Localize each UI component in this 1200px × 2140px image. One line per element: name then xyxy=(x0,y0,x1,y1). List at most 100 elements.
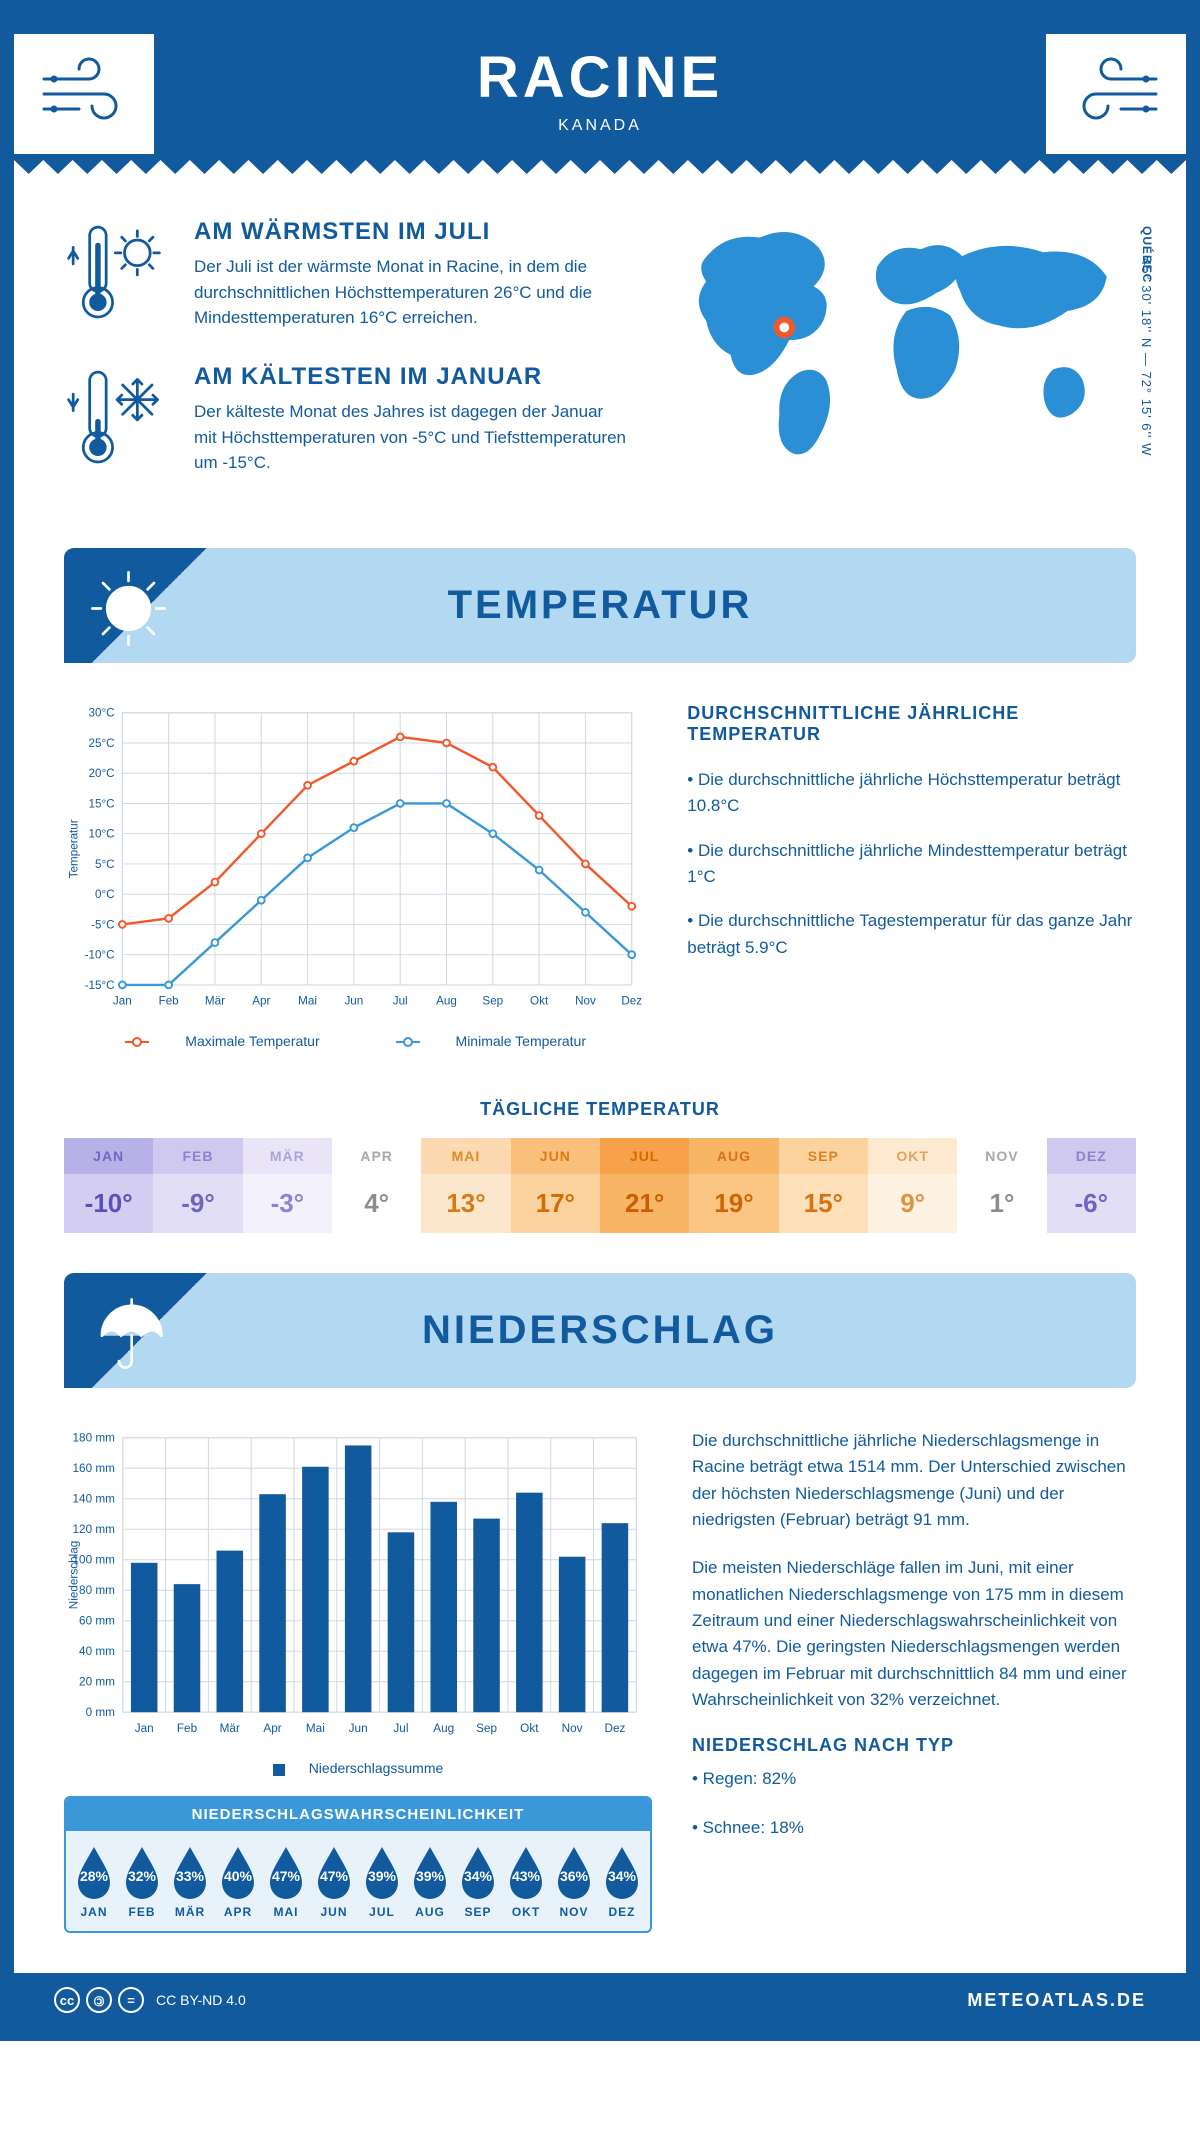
prob-month-label: NOV xyxy=(550,1905,598,1919)
svg-text:Mär: Mär xyxy=(205,994,225,1007)
svg-text:Nov: Nov xyxy=(575,994,596,1007)
temp-bullet-0: • Die durchschnittliche jährliche Höchst… xyxy=(687,767,1136,820)
daily-temp-table: JAN-10°FEB-9°MÄR-3°APR4°MAI13°JUN17°JUL2… xyxy=(64,1138,1136,1233)
raindrop-icon: 39% xyxy=(406,1843,454,1899)
raindrop-icon: 32% xyxy=(118,1843,166,1899)
precip-section-title: NIEDERSCHLAG xyxy=(422,1308,778,1353)
wind-icon-left xyxy=(14,34,154,154)
prob-cell: 34%SEP xyxy=(454,1843,502,1919)
svg-text:20 mm: 20 mm xyxy=(79,1675,115,1688)
daily-col: AUG19° xyxy=(689,1138,778,1233)
svg-text:0 mm: 0 mm xyxy=(86,1706,116,1719)
prob-cell: 47%JUN xyxy=(310,1843,358,1919)
infographic-frame: RACINE KANADA AM WÄRMSTEN IM JULI Der Ju… xyxy=(0,0,1200,2041)
svg-text:Nov: Nov xyxy=(562,1722,583,1735)
prob-cell: 34% DEZ xyxy=(598,1843,646,1919)
daily-value: 9° xyxy=(868,1174,957,1233)
prob-cell: 32% FEB xyxy=(118,1843,166,1919)
daily-col: JAN-10° xyxy=(64,1138,153,1233)
temp-bullet-1: • Die durchschnittliche jährliche Mindes… xyxy=(687,838,1136,891)
daily-value: -6° xyxy=(1047,1174,1136,1233)
world-map-icon xyxy=(667,218,1136,477)
daily-col: JUL21° xyxy=(600,1138,689,1233)
prob-month-label: JAN xyxy=(70,1905,118,1919)
thermometer-sun-icon xyxy=(64,218,174,333)
daily-value: 4° xyxy=(332,1174,421,1233)
daily-head: JAN xyxy=(64,1138,153,1174)
svg-text:Mai: Mai xyxy=(306,1722,325,1735)
legend-min-label: Minimale Temperatur xyxy=(456,1033,586,1049)
prob-month-label: APR xyxy=(214,1905,262,1919)
prob-cell: 33%MÄR xyxy=(166,1843,214,1919)
cc-icon: cc xyxy=(54,1987,80,2013)
svg-text:40 mm: 40 mm xyxy=(79,1645,115,1658)
prob-month-label: OKT xyxy=(502,1905,550,1919)
svg-text:Jun: Jun xyxy=(349,1722,368,1735)
coords-label: 45° 30' 18'' N — 72° 15' 6'' W xyxy=(1139,258,1154,456)
precip-section-header: NIEDERSCHLAG xyxy=(64,1273,1136,1388)
svg-text:Jan: Jan xyxy=(135,1722,154,1735)
svg-text:25°C: 25°C xyxy=(89,737,115,750)
umbrella-icon xyxy=(64,1273,234,1388)
prob-month-label: FEB xyxy=(118,1905,166,1919)
svg-text:Mai: Mai xyxy=(298,994,317,1007)
raindrop-icon: 34% xyxy=(454,1843,502,1899)
svg-text:5°C: 5°C xyxy=(95,858,115,871)
precip-prob-title: NIEDERSCHLAGSWAHRSCHEINLICHKEIT xyxy=(66,1798,650,1831)
svg-text:0°C: 0°C xyxy=(95,888,115,901)
svg-text:-15°C: -15°C xyxy=(85,979,115,992)
svg-text:Feb: Feb xyxy=(177,1722,198,1735)
daily-temp-title: TÄGLICHE TEMPERATUR xyxy=(14,1099,1186,1120)
by-icon: 🄯 xyxy=(86,1987,112,2013)
svg-text:Dez: Dez xyxy=(604,1722,625,1735)
precip-probability-box: NIEDERSCHLAGSWAHRSCHEINLICHKEIT 28% JAN32… xyxy=(64,1796,652,1933)
prob-cell: 39%JUL xyxy=(358,1843,406,1919)
raindrop-icon: 28% xyxy=(70,1843,118,1899)
license-label: CC BY-ND 4.0 xyxy=(156,1992,246,2008)
daily-head: JUN xyxy=(511,1138,600,1174)
daily-col: MÄR-3° xyxy=(243,1138,332,1233)
svg-text:10°C: 10°C xyxy=(89,828,115,841)
temp-info-title: DURCHSCHNITTLICHE JÄHRLICHE TEMPERATUR xyxy=(687,703,1136,745)
prob-cell: 47%MAI xyxy=(262,1843,310,1919)
svg-text:Jul: Jul xyxy=(393,994,408,1007)
raindrop-icon: 47% xyxy=(310,1843,358,1899)
svg-text:Okt: Okt xyxy=(530,994,549,1007)
prob-cell: 36%NOV xyxy=(550,1843,598,1919)
daily-value: 1° xyxy=(957,1174,1046,1233)
raindrop-icon: 43% xyxy=(502,1843,550,1899)
daily-head: APR xyxy=(332,1138,421,1174)
coldest-text: Der kälteste Monat des Jahres ist dagege… xyxy=(194,399,627,476)
precip-para-1: Die durchschnittliche jährliche Niedersc… xyxy=(692,1428,1136,1533)
warmest-text: Der Juli ist der wärmste Monat in Racine… xyxy=(194,254,627,331)
daily-head: MAI xyxy=(421,1138,510,1174)
svg-text:Niederschlag: Niederschlag xyxy=(68,1541,81,1610)
precip-type-title: NIEDERSCHLAG NACH TYP xyxy=(692,1735,1136,1756)
raindrop-icon: 40% xyxy=(214,1843,262,1899)
svg-text:160 mm: 160 mm xyxy=(73,1462,116,1475)
raindrop-icon: 34% xyxy=(598,1843,646,1899)
daily-col: NOV1° xyxy=(957,1138,1046,1233)
daily-value: -10° xyxy=(64,1174,153,1233)
svg-text:Aug: Aug xyxy=(433,1722,454,1735)
svg-text:Jan: Jan xyxy=(113,994,132,1007)
daily-col: OKT9° xyxy=(868,1138,957,1233)
prob-month-label: MAI xyxy=(262,1905,310,1919)
svg-text:Temperatur: Temperatur xyxy=(68,819,81,878)
daily-col: APR4° xyxy=(332,1138,421,1233)
cc-icons: cc 🄯 = xyxy=(54,1987,144,2013)
daily-col: SEP15° xyxy=(779,1138,868,1233)
svg-text:Okt: Okt xyxy=(520,1722,539,1735)
prob-month-label: AUG xyxy=(406,1905,454,1919)
daily-col: DEZ-6° xyxy=(1047,1138,1136,1233)
prob-month-label: DEZ xyxy=(598,1905,646,1919)
daily-col: MAI13° xyxy=(421,1138,510,1233)
daily-value: 17° xyxy=(511,1174,600,1233)
header: RACINE KANADA xyxy=(14,14,1186,160)
temp-bullet-2: • Die durchschnittliche Tagestemperatur … xyxy=(687,908,1136,961)
sun-icon xyxy=(64,548,234,663)
site-label: METEOATLAS.DE xyxy=(967,1990,1146,2011)
daily-head: JUL xyxy=(600,1138,689,1174)
precip-para-2: Die meisten Niederschläge fallen im Juni… xyxy=(692,1555,1136,1713)
svg-text:Jun: Jun xyxy=(344,994,363,1007)
